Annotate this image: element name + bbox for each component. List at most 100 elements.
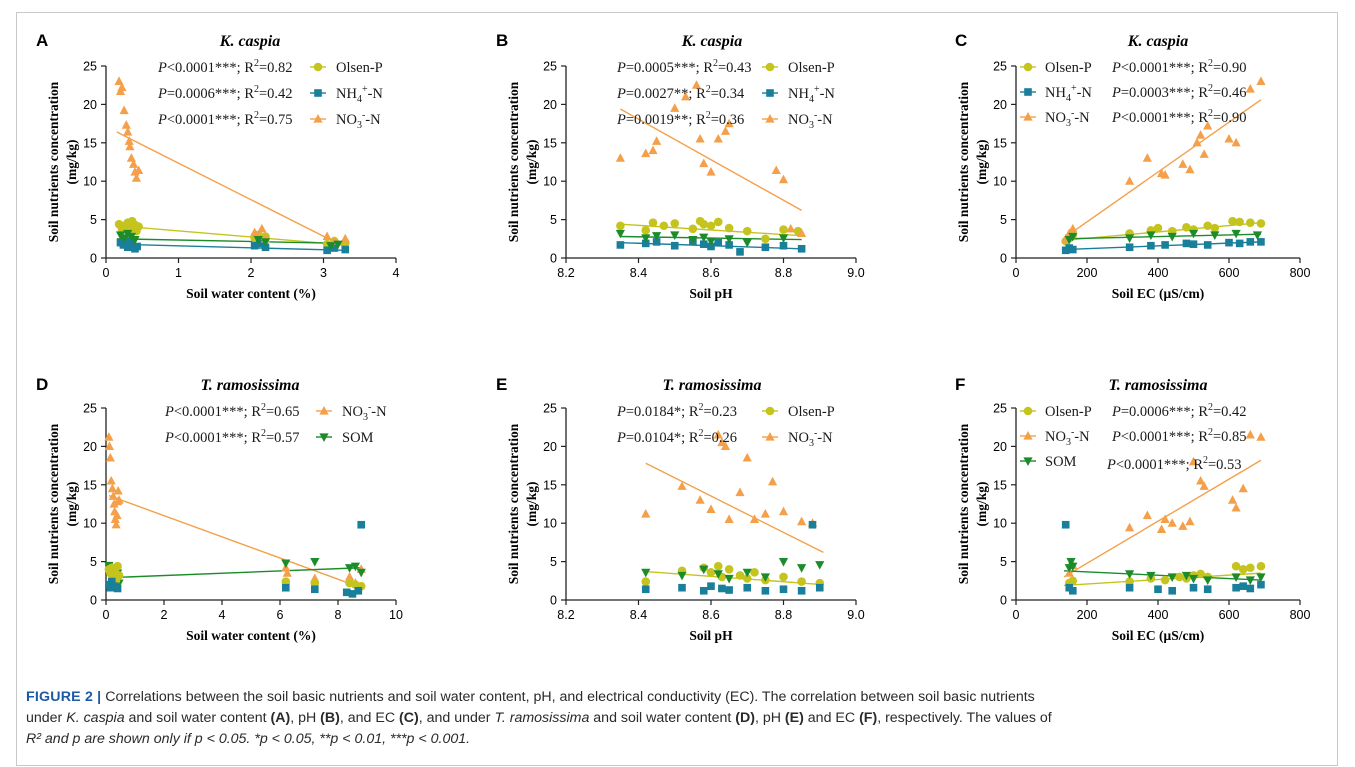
y-tick-label: 5 xyxy=(550,213,557,227)
legend-marker xyxy=(313,114,323,123)
data-point xyxy=(735,571,745,580)
data-point xyxy=(797,244,806,253)
data-point xyxy=(720,126,731,135)
data-point xyxy=(768,476,778,486)
data-point xyxy=(1231,137,1241,147)
x-axis-label: Soil water content (%) xyxy=(186,628,316,643)
data-point xyxy=(1161,241,1169,249)
data-point xyxy=(1068,576,1078,586)
figure-frame xyxy=(16,12,1338,766)
x-tick-label: 400 xyxy=(1148,608,1169,622)
x-tick-label: 8.6 xyxy=(702,266,719,280)
data-point xyxy=(1188,229,1199,239)
x-axis-label: Soil pH xyxy=(689,286,733,301)
data-point xyxy=(104,432,114,441)
data-point xyxy=(670,219,680,228)
data-point xyxy=(815,561,825,570)
fit-line xyxy=(116,225,346,246)
legend-marker xyxy=(313,62,323,72)
x-axis-label: Soil EC (μS/cm) xyxy=(1112,286,1204,301)
data-point xyxy=(760,573,770,582)
panel-title: T. ramosissima xyxy=(1109,377,1208,394)
x-tick-label: 400 xyxy=(1148,266,1169,280)
data-point xyxy=(123,243,132,252)
chart-panel-d: D T. ramosissima 0 2 4 6 8 10 0 5 10 15 20 25 Soil wat… xyxy=(36,375,403,643)
data-point xyxy=(699,233,709,243)
x-tick-label: 8.2 xyxy=(557,266,574,280)
data-point xyxy=(282,568,292,577)
panel-letter: A xyxy=(36,31,48,50)
legend-label: Olsen-P xyxy=(1045,60,1092,76)
data-point xyxy=(749,514,760,523)
stat-annotation: P=0.0184*; R2=0.23 xyxy=(616,402,737,420)
data-point xyxy=(105,452,115,462)
data-point xyxy=(1224,133,1234,143)
data-point xyxy=(131,173,142,182)
stat-annotation: P=0.0019**; R2=0.36 xyxy=(616,110,744,128)
data-point xyxy=(1246,218,1255,227)
data-point xyxy=(699,240,708,248)
x-tick-label: 8.8 xyxy=(775,266,792,280)
stat-annotation: P<0.0001***; R2=0.57 xyxy=(164,428,300,446)
chart-panel-a: A K. caspia 0 1 2 3 4 0 5 10 15 20 25 Soil water cont… xyxy=(36,31,400,301)
fit-line xyxy=(108,567,362,579)
data-point xyxy=(797,228,807,238)
data-point xyxy=(250,241,259,250)
data-point xyxy=(659,221,669,231)
data-point xyxy=(1061,520,1070,529)
data-point xyxy=(615,153,625,162)
data-point xyxy=(255,239,264,248)
data-point xyxy=(699,565,709,575)
data-point xyxy=(345,571,355,581)
y-tick-label: 20 xyxy=(993,440,1007,454)
data-point xyxy=(641,234,651,244)
y-tick-label: 0 xyxy=(1000,252,1007,266)
data-point xyxy=(1256,219,1266,228)
data-point xyxy=(743,583,752,592)
data-point xyxy=(1146,571,1156,581)
data-point xyxy=(652,238,661,246)
data-point xyxy=(323,246,331,255)
x-tick-label: 3 xyxy=(320,266,327,280)
panel-letter: B xyxy=(496,31,508,50)
y-tick-label: 0 xyxy=(90,252,97,266)
data-point xyxy=(713,217,723,227)
caption-line-1: FIGURE 2 | Correlations between the soil… xyxy=(26,687,1326,708)
x-tick-label: 8.8 xyxy=(775,608,792,622)
data-point xyxy=(677,481,687,490)
legend-marker xyxy=(766,89,774,97)
data-point xyxy=(706,504,716,513)
legend-label: NH4+-N xyxy=(336,84,383,105)
data-point xyxy=(706,237,716,247)
data-point xyxy=(1146,231,1156,240)
y-tick-label: 10 xyxy=(83,175,97,189)
data-point xyxy=(648,218,658,227)
data-point xyxy=(641,148,651,158)
data-point xyxy=(341,245,350,254)
x-tick-label: 0 xyxy=(1013,608,1020,622)
y-axis-label: Soil nutrients concentration (mg/kg) xyxy=(956,423,989,584)
data-point xyxy=(742,574,752,583)
chart-panel-b: B K. caspia 8.2 8.4 8.6 8.8 9.0 0 5 10 15 20 25 Soil … xyxy=(496,31,865,301)
data-point xyxy=(724,574,734,584)
x-tick-label: 0 xyxy=(1013,266,1020,280)
fit-line xyxy=(645,462,824,554)
data-point xyxy=(1125,176,1135,185)
y-tick-label: 5 xyxy=(1000,213,1007,227)
legend-marker xyxy=(1024,88,1032,96)
y-tick-label: 0 xyxy=(550,252,557,266)
data-point xyxy=(688,224,698,234)
panel-title: K. caspia xyxy=(681,33,742,50)
data-point xyxy=(695,133,705,143)
chart-panel-c: C K. caspia 0 200 400 600 800 0 5 10 15 20 25 Soil EC… xyxy=(955,31,1310,301)
data-point xyxy=(1203,576,1213,586)
fit-line xyxy=(116,243,346,252)
data-point xyxy=(134,222,143,231)
data-point xyxy=(1256,76,1266,85)
data-point xyxy=(713,570,723,579)
data-point xyxy=(778,174,789,184)
legend-marker xyxy=(765,406,775,416)
data-point xyxy=(797,577,806,586)
caption-ref-d: (D) xyxy=(735,710,755,726)
data-point xyxy=(616,241,625,249)
